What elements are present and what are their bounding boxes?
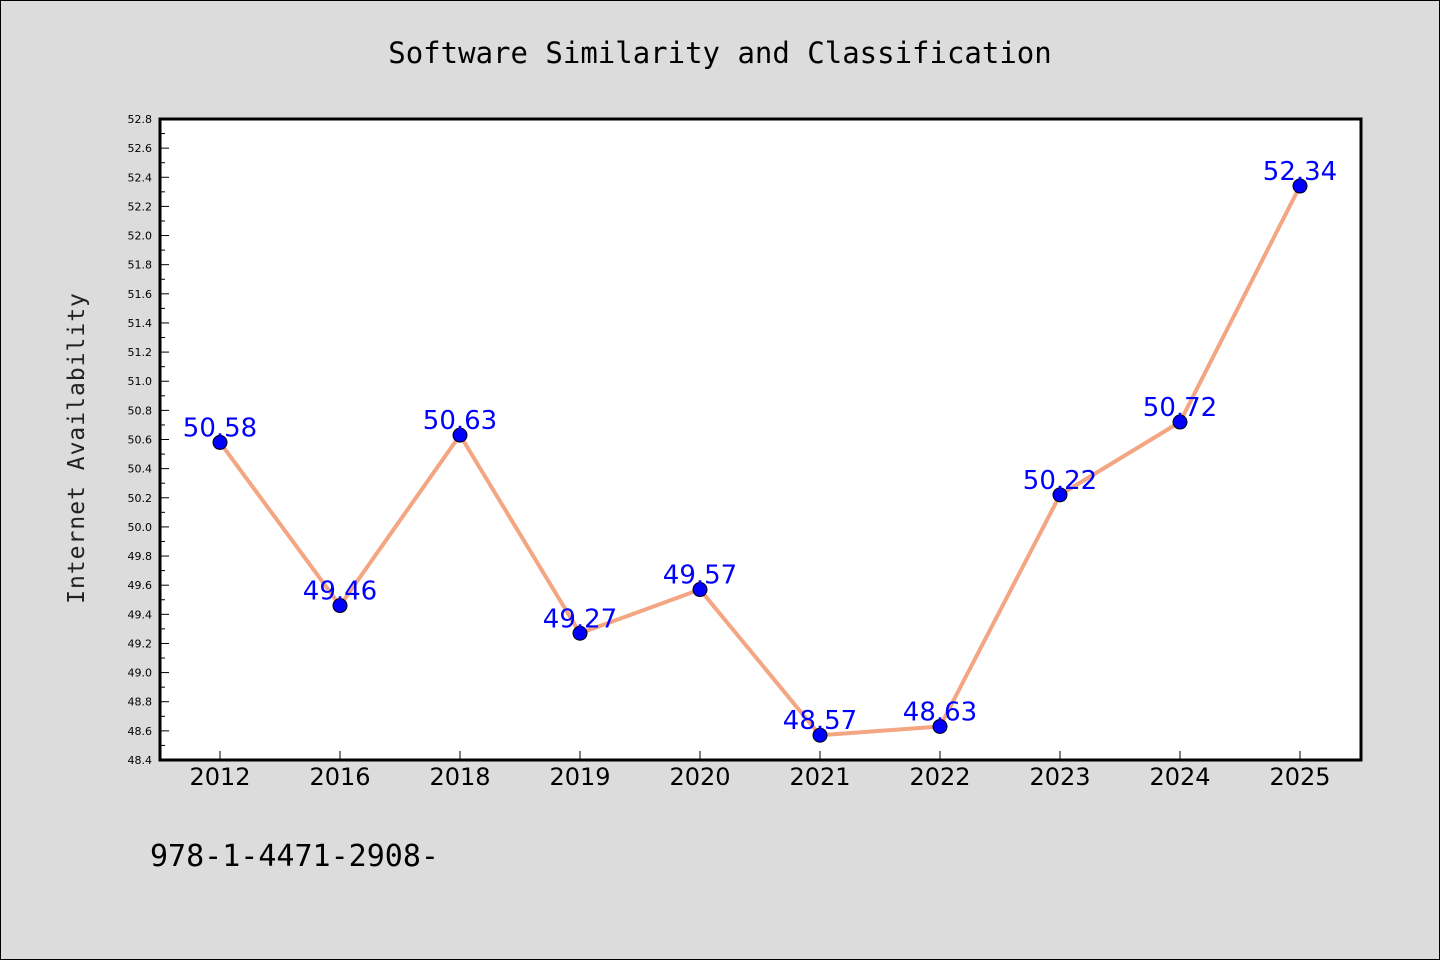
data-label: 50.72 xyxy=(1143,393,1217,423)
x-tick-label: 2024 xyxy=(1149,763,1210,791)
y-tick-label: 50.8 xyxy=(128,404,153,417)
data-point xyxy=(452,427,468,443)
x-tick-label: 2021 xyxy=(789,763,850,791)
data-label: 48.57 xyxy=(783,706,857,736)
data-point xyxy=(572,625,588,641)
series-layer xyxy=(212,178,1308,743)
y-tick-label: 51.4 xyxy=(128,317,153,330)
y-tick-label: 51.8 xyxy=(128,259,153,272)
y-tick-label: 52.0 xyxy=(128,230,153,243)
plot-area xyxy=(158,117,1363,762)
data-label: 49.57 xyxy=(663,561,737,591)
y-axis-label: Internet Availability xyxy=(64,292,90,604)
data-label: 49.46 xyxy=(303,577,377,607)
data-label: 49.27 xyxy=(543,604,617,634)
y-tick-label: 48.4 xyxy=(128,754,153,767)
y-tick-label: 50.2 xyxy=(128,492,153,505)
y-tick-label: 49.8 xyxy=(128,550,153,563)
x-tick-label: 2025 xyxy=(1269,763,1330,791)
y-tick-label: 49.6 xyxy=(128,579,153,592)
data-label: 50.63 xyxy=(423,406,497,436)
footer-code: 978-1-4471-2908- xyxy=(150,839,439,874)
y-tick-label: 51.2 xyxy=(128,346,153,359)
data-point xyxy=(212,434,228,450)
data-labels: 50.58 49.46 50.63 49.27 49.57 48.57 48.63 50.22… xyxy=(183,157,1337,736)
x-tick-label: 2023 xyxy=(1029,763,1090,791)
data-point xyxy=(812,727,828,743)
data-point xyxy=(1052,487,1068,503)
y-tick-label: 50.0 xyxy=(128,521,153,534)
data-label: 50.58 xyxy=(183,413,257,443)
data-point xyxy=(692,582,708,598)
x-tick-label: 2020 xyxy=(669,763,730,791)
x-tick-label: 2018 xyxy=(429,763,490,791)
y-tick-label: 51.0 xyxy=(128,375,153,388)
data-label: 50.22 xyxy=(1023,466,1097,496)
y-tick-label: 52.4 xyxy=(128,171,153,184)
y-axis: 48.4 48.6 48.8 49.0 49.2 49.4 49.6 49.8 50.0 50.2… xyxy=(128,113,169,767)
data-label: 52.34 xyxy=(1263,157,1337,187)
y-tick-label: 50.6 xyxy=(128,434,153,447)
y-tick-label: 52.2 xyxy=(128,200,153,213)
series-line xyxy=(218,185,1302,738)
chart-title: Software Similarity and Classification xyxy=(388,36,1051,70)
data-point xyxy=(1172,414,1188,430)
y-tick-label: 51.6 xyxy=(128,288,153,301)
y-tick-label: 52.8 xyxy=(128,113,153,126)
y-tick-label: 49.4 xyxy=(128,608,153,621)
y-tick-label: 52.6 xyxy=(128,142,153,155)
data-point xyxy=(332,598,348,614)
y-tick-label: 48.8 xyxy=(128,696,153,709)
y-tick-label: 50.4 xyxy=(128,463,153,476)
y-tick-label: 49.0 xyxy=(128,667,153,680)
x-tick-label: 2012 xyxy=(189,763,250,791)
y-tick-label: 49.2 xyxy=(128,637,153,650)
x-tick-label: 2016 xyxy=(309,763,370,791)
x-tick-label: 2019 xyxy=(549,763,610,791)
y-tick-label: 48.6 xyxy=(128,725,153,738)
data-point xyxy=(1292,178,1308,194)
data-label: 48.63 xyxy=(903,697,977,727)
x-axis: 2012 2016 2018 2019 2020 2021 2022 2023 2024 2025 xyxy=(189,751,1331,791)
x-tick-label: 2022 xyxy=(909,763,970,791)
data-point xyxy=(932,718,948,734)
